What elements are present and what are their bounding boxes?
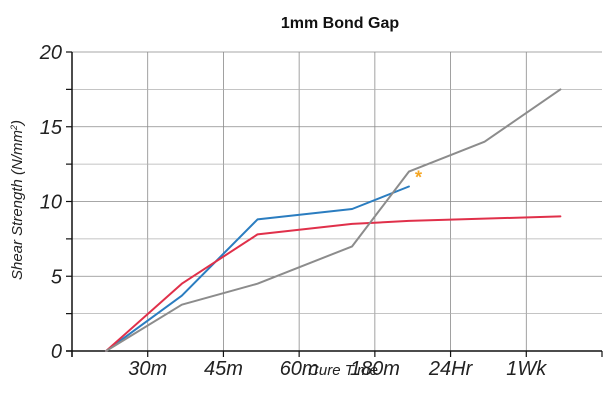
- y-axis-title-main: Shear Strength (N/mm: [9, 130, 26, 280]
- x-tick-label: 1Wk: [506, 358, 547, 380]
- annotation-star: *: [415, 168, 422, 188]
- y-tick-label: 10: [40, 192, 62, 214]
- grid: [72, 51, 602, 351]
- y-tick-label: 5: [51, 266, 63, 288]
- axes: [66, 51, 603, 357]
- y-tick-label: 15: [40, 117, 63, 139]
- series-group: [105, 88, 562, 352]
- y-axis-title-superscript: 2: [9, 125, 19, 131]
- x-tick-label: 24Hr: [428, 358, 474, 380]
- series-line-3: [105, 88, 562, 352]
- x-tick-label: 60m: [280, 358, 319, 380]
- x-tick-label: 30m: [128, 358, 167, 380]
- y-tick-label: 0: [51, 341, 62, 363]
- x-tick-label: 180m: [350, 358, 400, 380]
- x-axis-title: Cure Time: [308, 362, 378, 379]
- series-line-1: [105, 185, 410, 352]
- x-tick-label: 45m: [204, 358, 243, 380]
- series-line-2: [105, 215, 562, 352]
- y-axis-title: Shear Strength (N/mm2): [9, 120, 26, 280]
- chart-title: 1mm Bond Gap: [281, 15, 399, 32]
- y-tick-label: 20: [39, 42, 62, 64]
- tick-labels: 0 5 10 15 20 30m 45m 60m 180m 24Hr 1Wk: [39, 42, 548, 380]
- y-axis-title-end: ): [9, 120, 26, 127]
